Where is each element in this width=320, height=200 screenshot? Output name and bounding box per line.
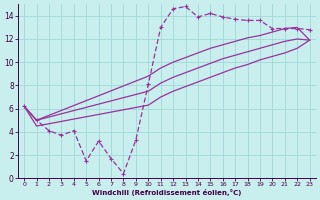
- X-axis label: Windchill (Refroidissement éolien,°C): Windchill (Refroidissement éolien,°C): [92, 189, 242, 196]
